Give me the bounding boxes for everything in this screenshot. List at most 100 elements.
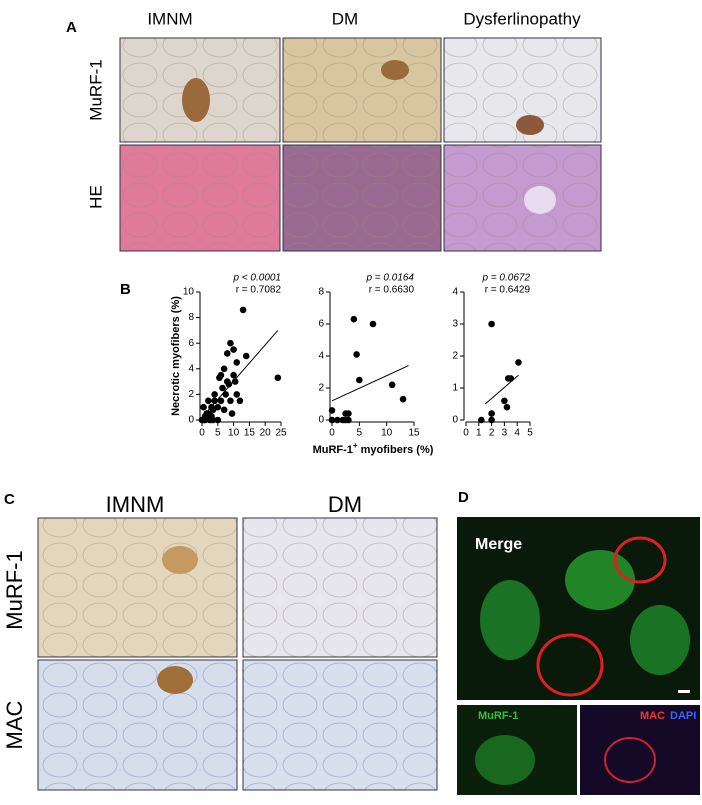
y-tick-label: 2 xyxy=(188,389,194,400)
point xyxy=(219,384,226,392)
point xyxy=(230,371,237,379)
point xyxy=(488,410,495,417)
point xyxy=(231,378,239,385)
point xyxy=(369,320,377,328)
micrographs-c xyxy=(37,517,438,791)
column-header: Dysferlinopathy xyxy=(463,9,581,28)
point xyxy=(388,381,396,389)
y-tick-label: 0 xyxy=(452,415,458,426)
x-tick-label: 20 xyxy=(260,428,272,439)
point xyxy=(217,371,225,379)
x-tick-label: 3 xyxy=(502,428,508,439)
p-value: p = 0.0164 xyxy=(365,273,414,284)
p-value: p = 0.0672 xyxy=(481,273,530,284)
merge-label: Merge xyxy=(475,536,522,553)
x-tick-label: 5 xyxy=(527,428,533,439)
point xyxy=(223,350,231,357)
point xyxy=(228,410,236,417)
point xyxy=(515,359,522,366)
y-tick-label: 0 xyxy=(318,415,324,426)
point xyxy=(503,403,511,411)
row-label: MAC xyxy=(2,700,27,749)
x-tick-label: 10 xyxy=(228,428,240,439)
point xyxy=(200,403,207,411)
column-header: DM xyxy=(328,492,362,517)
x-tick-label: 1 xyxy=(476,428,482,439)
r-value: r = 0.6630 xyxy=(369,285,415,296)
column-header: IMNM xyxy=(106,492,165,517)
point xyxy=(350,315,358,323)
panel-label: B xyxy=(120,281,131,298)
r-value: r = 0.7082 xyxy=(236,285,282,296)
point xyxy=(236,397,244,405)
panel-label: A xyxy=(66,19,77,36)
fluorescence-d xyxy=(457,517,700,795)
point xyxy=(478,416,485,424)
point xyxy=(488,416,495,424)
r-value: r = 0.6429 xyxy=(485,285,531,296)
row-label: MuRF-1 xyxy=(86,59,105,120)
y-tick-label: 4 xyxy=(318,351,324,362)
point xyxy=(328,407,336,414)
point xyxy=(227,397,234,405)
point xyxy=(507,375,515,382)
y-tick-label: 10 xyxy=(183,287,195,298)
point xyxy=(345,416,352,424)
x-tick-label: 10 xyxy=(381,428,393,439)
column-header: DM xyxy=(332,9,358,28)
fit-line xyxy=(331,365,409,402)
y-tick-label: 8 xyxy=(188,312,194,323)
x-axis-label-main: MuRF-1 xyxy=(313,444,353,456)
point xyxy=(242,352,250,360)
panel-label: C xyxy=(4,491,15,508)
x-tick-label: 2 xyxy=(489,428,495,439)
x-tick-label: 0 xyxy=(463,428,469,439)
point xyxy=(211,391,218,398)
channel-label: DAPI xyxy=(670,710,696,722)
x-axis-label-sup: + xyxy=(353,441,358,450)
channel-label: MuRF-1 xyxy=(478,710,518,722)
point xyxy=(205,397,212,405)
x-tick-label: 25 xyxy=(275,428,287,439)
point xyxy=(203,410,211,417)
point xyxy=(220,406,228,414)
point xyxy=(353,351,360,358)
x-axis-label-rest: myofibers (%) xyxy=(358,444,434,456)
y-tick-label: 0 xyxy=(188,415,194,426)
y-tick-label: 6 xyxy=(188,338,194,349)
point xyxy=(217,397,225,405)
point xyxy=(211,397,218,405)
point xyxy=(214,416,222,424)
y-tick-label: 6 xyxy=(318,319,324,330)
channel-label: MAC xyxy=(640,710,665,722)
point xyxy=(328,416,336,424)
point xyxy=(345,410,352,417)
y-tick-label: 4 xyxy=(188,363,194,374)
x-tick-label: 0 xyxy=(199,428,205,439)
point xyxy=(233,359,241,366)
point xyxy=(233,391,241,398)
point xyxy=(501,397,508,405)
row-label: MuRF-1 xyxy=(2,550,27,629)
point xyxy=(334,416,341,424)
y-axis-label: Necrotic myofibers (%) xyxy=(170,296,182,416)
x-tick-label: 15 xyxy=(408,428,420,439)
point xyxy=(225,380,233,388)
column-header: IMNM xyxy=(147,9,192,28)
point xyxy=(222,391,229,398)
point xyxy=(488,320,495,328)
row-label: HE xyxy=(86,185,105,209)
x-tick-label: 0 xyxy=(329,428,335,439)
y-tick-label: 2 xyxy=(452,351,458,362)
y-tick-label: 1 xyxy=(452,383,458,394)
point xyxy=(399,395,407,403)
point xyxy=(227,339,234,347)
point xyxy=(209,416,217,424)
point xyxy=(220,365,228,373)
micrographs-a xyxy=(119,37,602,252)
p-value: p < 0.0001 xyxy=(232,273,281,284)
y-tick-label: 8 xyxy=(318,287,324,298)
x-tick-label: 5 xyxy=(357,428,363,439)
x-axis-label: MuRF-1+ myofibers (%) xyxy=(313,441,434,456)
